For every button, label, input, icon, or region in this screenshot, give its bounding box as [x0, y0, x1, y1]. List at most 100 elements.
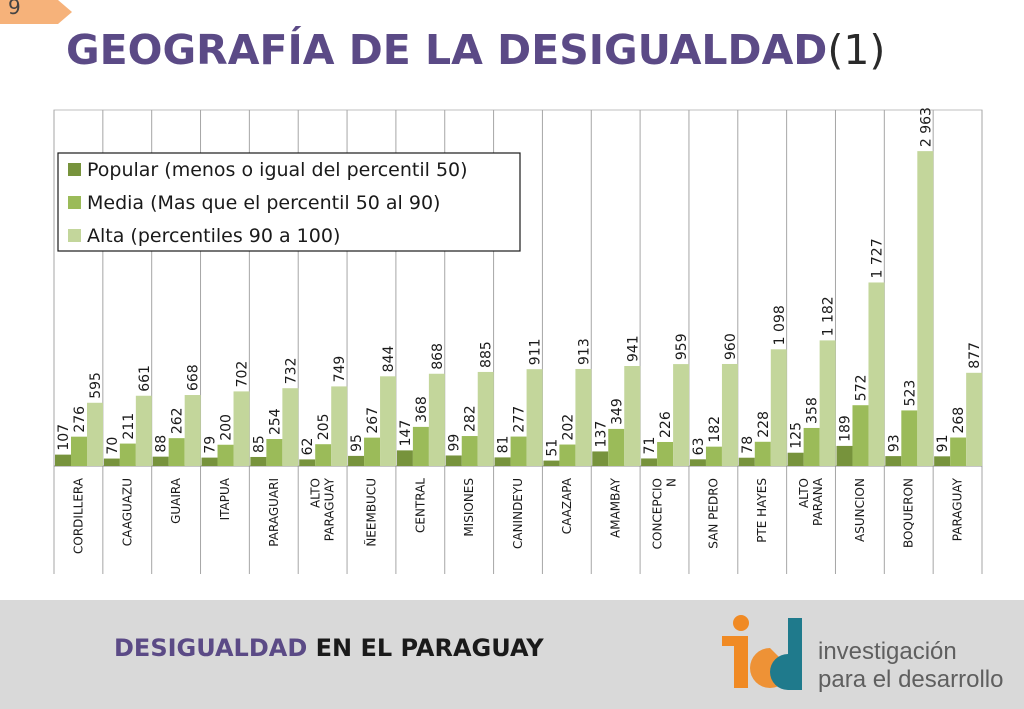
data-label: 125 [789, 422, 805, 449]
bar-popular [738, 457, 755, 466]
bar-popular [396, 450, 413, 466]
category-label: PTE HAYES [755, 478, 769, 543]
data-label: 595 [88, 372, 104, 399]
bar-alta [819, 340, 836, 466]
data-label: 268 [951, 407, 967, 434]
data-label: 276 [72, 406, 88, 433]
data-label: 182 [707, 416, 723, 443]
bar-alta [87, 402, 103, 466]
bar-media [412, 426, 429, 466]
data-label: 200 [219, 414, 235, 441]
data-label: 147 [398, 420, 414, 447]
logo-line-1: investigación [818, 638, 957, 665]
category-label: SAN PEDRO [706, 478, 720, 549]
data-label: 254 [267, 408, 283, 435]
category-label: CENTRAL [413, 478, 427, 533]
legend-box [57, 152, 521, 252]
category-label: BOQUERON [902, 478, 916, 548]
data-label: 95 [349, 434, 365, 452]
data-label: 1 098 [772, 305, 788, 345]
data-label: 661 [137, 365, 153, 392]
bar-popular [201, 457, 218, 466]
footer-title: DESIGUALDAD EN EL PARAGUAY [114, 634, 544, 662]
slide-number: 9 [8, 0, 21, 19]
bar-alta [282, 388, 299, 466]
data-label: 81 [496, 436, 512, 454]
category-label: N [665, 478, 679, 487]
bar-popular [152, 456, 169, 466]
data-label: 960 [723, 333, 739, 360]
bar-alta [526, 369, 543, 466]
bar-media [266, 439, 283, 466]
bar-media [510, 436, 527, 466]
slide-number-tab: 9 [0, 0, 72, 24]
category-label: ALTO [309, 478, 323, 508]
bar-popular [592, 451, 609, 466]
organization-logo: investigación para el desarrollo [722, 614, 1012, 700]
category-label: CAAGUAZU [120, 478, 134, 546]
category-label: GUAIRA [169, 477, 183, 524]
data-label: 91 [935, 435, 951, 453]
category-label: PARAGUARI [267, 478, 281, 547]
bar-popular [348, 455, 365, 466]
data-label: 277 [512, 406, 528, 433]
data-label: 228 [756, 411, 772, 438]
bar-alta [966, 372, 983, 466]
logo-line-2a: para el [818, 666, 899, 693]
data-label: 885 [479, 341, 495, 368]
data-label: 1 182 [821, 296, 837, 336]
bar-alta [380, 376, 397, 466]
footer-band: DESIGUALDAD EN EL PARAGUAY investigación… [0, 600, 1024, 709]
footer-title-highlight: DESIGUALDAD [114, 634, 308, 662]
category-label: CORDILLERA [71, 477, 85, 554]
bar-popular [885, 456, 902, 466]
data-label: 911 [528, 338, 544, 365]
bar-popular [543, 460, 560, 466]
data-label: 349 [609, 398, 625, 425]
bar-popular [934, 456, 951, 466]
category-label: ITAPUA [218, 477, 232, 520]
bar-media [852, 405, 869, 466]
data-label: 202 [560, 414, 576, 441]
data-label: 844 [381, 345, 397, 372]
data-label: 941 [625, 335, 641, 362]
category-label: CAAZAPA [560, 477, 574, 534]
legend-swatch [68, 163, 81, 176]
data-label: 93 [886, 434, 902, 452]
legend-swatch [68, 229, 81, 242]
category-label: PARAGUAY [323, 477, 337, 541]
bar-media [657, 441, 674, 466]
data-label: 2 963 [918, 107, 934, 147]
data-label: 1 727 [869, 238, 885, 278]
bar-media [364, 437, 381, 466]
bar-popular [787, 452, 804, 466]
bar-alta [673, 364, 690, 466]
footer-title-rest: EN EL PARAGUAY [315, 634, 544, 662]
category-label: ASUNCION [853, 478, 867, 542]
data-label: 732 [283, 357, 299, 384]
logo-line-2b: desarrollo [898, 666, 1004, 693]
category-label: AMAMBAY [609, 477, 623, 538]
data-label: 70 [105, 437, 121, 455]
bar-media [754, 441, 771, 466]
legend-entry: Popular (menos o igual del percentil 50) [87, 159, 468, 181]
data-label: 137 [593, 421, 609, 448]
category-label: MISIONES [462, 478, 476, 537]
category-label: CANINDEYU [511, 478, 525, 549]
id-logo-icon [722, 615, 802, 690]
category-label: PARANA [811, 477, 825, 526]
data-label: 107 [56, 424, 72, 451]
bar-popular [55, 454, 71, 466]
bar-media [461, 436, 478, 466]
bar-media [803, 427, 820, 466]
data-label: 668 [186, 364, 202, 391]
bar-alta [477, 371, 494, 466]
bar-alta [331, 386, 348, 466]
legend: Popular (menos o igual del percentil 50)… [57, 152, 521, 252]
data-label: 79 [203, 436, 219, 454]
data-label: 877 [967, 342, 983, 369]
data-label: 523 [902, 380, 918, 407]
legend-entry: Media (Mas que el percentil 50 al 90) [87, 192, 440, 214]
bar-popular [836, 445, 853, 466]
data-label: 71 [642, 437, 658, 455]
